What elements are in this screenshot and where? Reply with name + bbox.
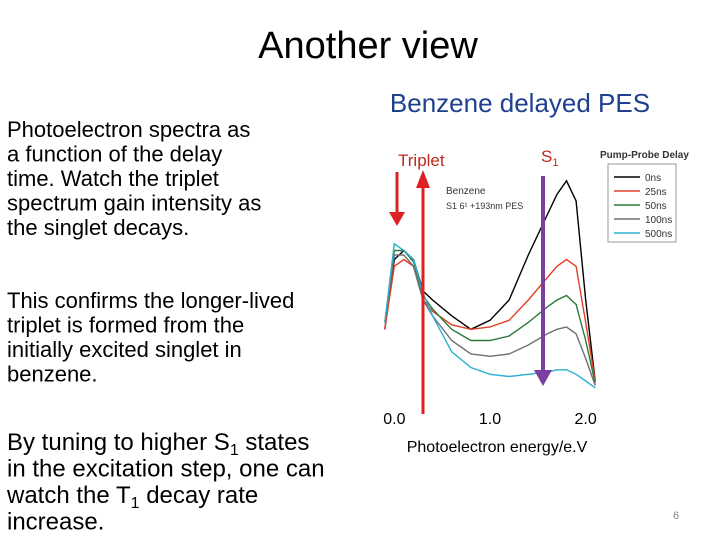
legend-label: 25ns: [645, 187, 667, 198]
inset-text: Benzene: [446, 186, 486, 197]
annotation-text: S: [541, 147, 552, 166]
subscript: 1: [131, 495, 140, 512]
legend-label: 0ns: [645, 173, 661, 184]
series-line: [384, 254, 596, 386]
text-run: triplet is formed from the: [7, 313, 244, 338]
paragraph-line: initially excited singlet in: [7, 337, 242, 362]
legend-label: 50ns: [645, 201, 667, 212]
text-run: By tuning to higher S: [7, 429, 230, 456]
paragraph-line: watch the T1 decay rate: [6, 482, 258, 512]
paragraph-line: the singlet decays.: [7, 215, 189, 240]
series-line: [384, 249, 596, 384]
series-line: [384, 258, 596, 382]
arrow-head: [416, 170, 430, 188]
text-run: the singlet decays.: [7, 215, 189, 240]
plot: [384, 179, 596, 389]
x-tick-label: 2.0: [575, 411, 597, 428]
paragraph-line: time. Watch the triplet: [7, 166, 219, 191]
x-axis-label: Photoelectron energy/e.V: [407, 439, 588, 456]
text-run: This confirms the longer-lived: [7, 288, 294, 313]
paragraph-line: This confirms the longer-lived: [7, 288, 294, 313]
legend-label: 500ns: [645, 229, 672, 240]
inset-text: S1 6¹ +193nm PES: [446, 201, 523, 211]
legend-label: 100ns: [645, 215, 672, 226]
text-run: benzene.: [7, 362, 98, 387]
text-run: Photoelectron spectra as: [7, 117, 250, 142]
paragraph-line: benzene.: [7, 362, 98, 387]
text-run: spectrum gain intensity as: [7, 191, 261, 216]
page-number: 6: [673, 510, 679, 522]
text-run: in the excitation step, one can: [7, 456, 325, 483]
arrow-head: [389, 212, 405, 226]
x-tick-label: 0.0: [383, 411, 405, 428]
series-line: [384, 242, 596, 389]
text-run: watch the T: [6, 482, 131, 509]
paragraph-line: triplet is formed from the: [7, 313, 244, 338]
paragraph-line: spectrum gain intensity as: [7, 191, 261, 216]
slide-title: Another view: [258, 25, 478, 67]
annotation: Triplet: [398, 151, 445, 170]
chart-title: Benzene delayed PES: [390, 88, 650, 118]
subscript: 1: [230, 442, 239, 459]
arrow-head: [534, 370, 552, 386]
paragraph-line: a function of the delay: [7, 142, 222, 167]
text-run: time. Watch the triplet: [7, 166, 219, 191]
paragraph-line: By tuning to higher S1 states: [7, 429, 309, 459]
paragraph-line: in the excitation step, one can: [7, 456, 325, 483]
paragraph-line: Photoelectron spectra as: [7, 117, 250, 142]
text-run: a function of the delay: [7, 142, 222, 167]
text-run: increase.: [7, 509, 104, 536]
legend-title: Pump-Probe Delay: [600, 150, 689, 161]
annotation-subscript: 1: [552, 157, 558, 169]
annotation: S1: [541, 147, 558, 169]
text-run: decay rate: [140, 482, 259, 509]
text-run: initially excited singlet in: [7, 337, 242, 362]
text-run: states: [239, 429, 310, 456]
x-tick-label: 1.0: [479, 411, 501, 428]
paragraph-line: increase.: [7, 509, 104, 536]
